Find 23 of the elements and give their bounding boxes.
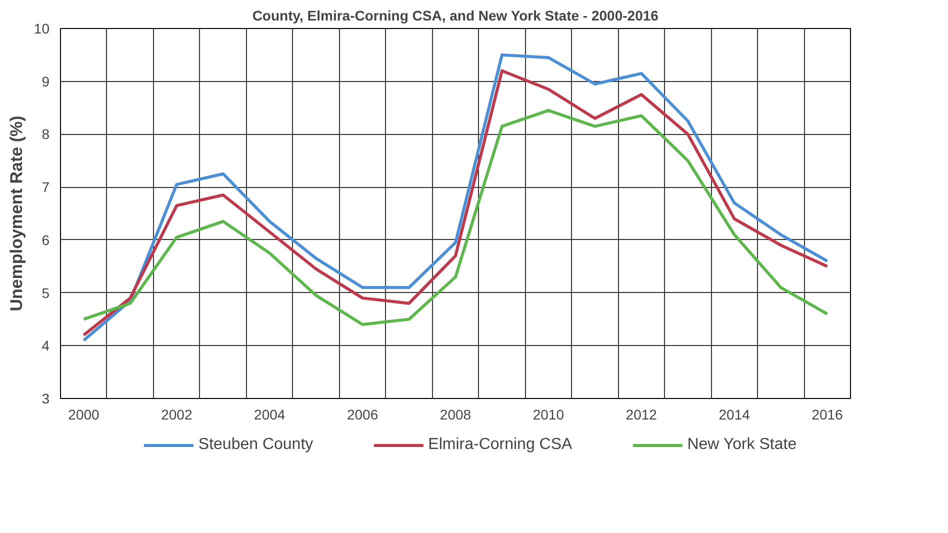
y-tick-label: 5 xyxy=(42,284,50,301)
x-tick-label: 2014 xyxy=(718,406,750,422)
y-tick-label: 6 xyxy=(42,232,50,248)
x-tick-label: 2002 xyxy=(161,406,192,422)
legend-label: Steuben County xyxy=(198,436,314,454)
y-axis-title: Unemployment Rate (%) xyxy=(6,116,26,312)
y-tick-label: 10 xyxy=(34,20,50,36)
x-tick-label: 2010 xyxy=(532,406,564,422)
x-tick-label: 2004 xyxy=(254,406,286,422)
y-tick-label: 9 xyxy=(42,73,50,90)
chart-title: County, Elmira-Corning CSA, and New York State - 2000-2016 xyxy=(252,8,659,24)
line-series xyxy=(82,108,829,326)
y-tick-label: 3 xyxy=(42,390,50,406)
x-tick-label: 2006 xyxy=(346,406,378,422)
x-tick-label: 2012 xyxy=(626,406,658,422)
x-tick-label: 2016 xyxy=(812,406,844,422)
y-tick-label: 8 xyxy=(42,126,50,142)
legend-label: New York State xyxy=(687,436,797,454)
y-tick-label: 4 xyxy=(42,338,50,354)
x-tick-label: 2008 xyxy=(440,406,472,422)
legend-label: Elmira-Corning CSA xyxy=(428,436,572,454)
y-tick-label: 7 xyxy=(42,179,50,196)
x-tick-label: 2000 xyxy=(68,406,100,422)
